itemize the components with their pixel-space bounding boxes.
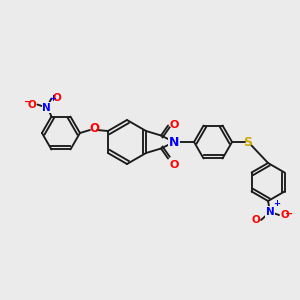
Text: O: O xyxy=(52,92,61,103)
Text: −: − xyxy=(24,97,32,106)
Text: O: O xyxy=(280,210,289,220)
Text: O: O xyxy=(89,122,99,136)
Text: O: O xyxy=(169,160,178,170)
Text: +: + xyxy=(50,94,56,103)
Text: N: N xyxy=(169,136,179,148)
Text: N: N xyxy=(42,103,51,112)
Text: O: O xyxy=(251,215,260,225)
Text: +: + xyxy=(273,199,280,208)
Text: O: O xyxy=(28,100,36,110)
Text: N: N xyxy=(266,207,274,217)
Text: −: − xyxy=(285,209,293,219)
Text: O: O xyxy=(169,119,178,130)
Text: S: S xyxy=(244,136,253,148)
